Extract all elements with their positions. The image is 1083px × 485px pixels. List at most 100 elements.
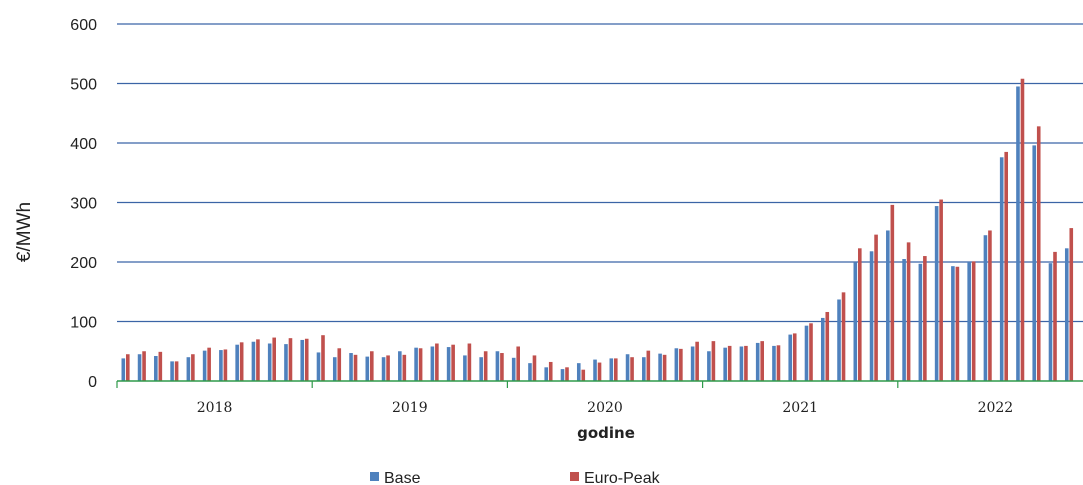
- bar-euro-peak: [744, 345, 748, 381]
- bar-euro-peak: [955, 266, 960, 381]
- bar-euro-peak: [695, 341, 699, 381]
- bar-euro-peak: [906, 242, 911, 381]
- bar-base: [918, 263, 923, 381]
- x-year-label: 2019: [392, 400, 428, 416]
- bar-euro-peak: [532, 355, 537, 381]
- y-tick-labels: 0 100 200 300 400 500 600: [70, 17, 97, 391]
- bar-base: [609, 358, 614, 381]
- bar-euro-peak: [1053, 251, 1057, 381]
- bar-base: [235, 344, 239, 381]
- bar-euro-peak: [874, 234, 878, 381]
- bar-base: [446, 347, 451, 381]
- bar-base: [934, 206, 939, 381]
- bar-euro-peak: [451, 344, 455, 381]
- bar-euro-peak: [256, 339, 260, 381]
- bar-euro-peak: [191, 354, 195, 381]
- bar-base: [837, 299, 841, 381]
- bar-euro-peak: [890, 204, 895, 381]
- bar-base: [804, 325, 809, 381]
- bar-base: [137, 354, 142, 381]
- bar-euro-peak: [825, 311, 830, 381]
- bar-euro-peak: [467, 343, 472, 381]
- bar-euro-peak: [646, 350, 651, 381]
- y-tick-label: 500: [70, 77, 97, 94]
- bar-base: [267, 343, 272, 381]
- bar-euro-peak: [321, 335, 325, 381]
- bar-base: [251, 341, 256, 381]
- y-tick-label: 100: [70, 315, 97, 332]
- bar-base: [300, 339, 305, 381]
- bar-base: [967, 262, 971, 381]
- bar-base: [983, 235, 988, 381]
- legend-swatch-euro-peak: [570, 472, 579, 481]
- bar-base: [820, 317, 825, 381]
- bar-base: [788, 334, 793, 381]
- bar-base: [495, 351, 500, 381]
- bar-euro-peak: [337, 348, 342, 381]
- bar-euro-peak: [1036, 126, 1041, 381]
- bar-euro-peak: [776, 345, 781, 381]
- bar-base: [1016, 86, 1020, 381]
- bar-base: [707, 351, 711, 381]
- bar-euro-peak: [614, 358, 618, 381]
- bar-base: [202, 350, 207, 381]
- bar-base: [170, 361, 174, 381]
- bar-euro-peak: [939, 199, 943, 381]
- bar-euro-peak: [142, 351, 146, 381]
- bar-base: [463, 355, 467, 381]
- bar-euro-peak: [792, 333, 797, 381]
- bar-base: [381, 357, 386, 381]
- bar-base: [593, 359, 597, 381]
- bar-euro-peak: [516, 346, 520, 381]
- bar-euro-peak: [630, 357, 634, 381]
- legend-label-euro-peak: Euro-Peak: [584, 470, 661, 485]
- x-year-label: 2021: [782, 400, 818, 416]
- bar-euro-peak: [239, 342, 244, 381]
- bar-base: [690, 346, 695, 381]
- bar-base: [1032, 145, 1037, 381]
- bar-base: [625, 354, 630, 381]
- bar-base: [886, 230, 890, 381]
- bar-base: [642, 357, 646, 381]
- bar-euro-peak: [158, 351, 163, 381]
- bar-euro-peak: [841, 292, 846, 381]
- bar-base: [316, 352, 321, 381]
- bar-euro-peak: [483, 351, 488, 381]
- bar-euro-peak: [207, 347, 211, 381]
- bar-base: [723, 347, 727, 381]
- bar-base: [332, 357, 337, 381]
- bar-euro-peak: [1004, 151, 1008, 381]
- legend: Base Euro-Peak: [370, 470, 661, 485]
- bar-base: [219, 350, 223, 381]
- bar-base: [398, 351, 402, 381]
- bar-base: [528, 363, 532, 381]
- bar-euro-peak: [304, 338, 309, 381]
- bar-euro-peak: [597, 362, 602, 381]
- x-axis-label: godine: [577, 424, 635, 442]
- bar-euro-peak: [711, 341, 716, 381]
- bar-euro-peak: [126, 354, 130, 381]
- y-tick-label: 400: [70, 136, 97, 153]
- bar-base: [658, 353, 662, 381]
- bar-base: [1064, 248, 1069, 381]
- bar-base: [999, 157, 1004, 381]
- bar-euro-peak: [288, 338, 293, 381]
- x-year-label: 2018: [197, 400, 233, 416]
- bar-euro-peak: [548, 361, 553, 381]
- bar-base: [869, 251, 874, 381]
- bar-euro-peak: [923, 256, 927, 381]
- bar-base: [284, 344, 288, 381]
- bars: [121, 78, 1074, 382]
- bar-euro-peak: [662, 354, 667, 381]
- bar-euro-peak: [353, 354, 358, 381]
- y-axis-label: €/MWh: [14, 202, 35, 262]
- bar-euro-peak: [1069, 228, 1074, 381]
- bar-base: [154, 356, 158, 381]
- y-tick-label: 300: [70, 196, 97, 213]
- bar-euro-peak: [809, 323, 813, 381]
- bar-base: [853, 262, 858, 381]
- bar-base: [414, 347, 418, 381]
- bar-euro-peak: [435, 343, 439, 381]
- bar-euro-peak: [988, 230, 992, 381]
- bar-base: [544, 367, 549, 381]
